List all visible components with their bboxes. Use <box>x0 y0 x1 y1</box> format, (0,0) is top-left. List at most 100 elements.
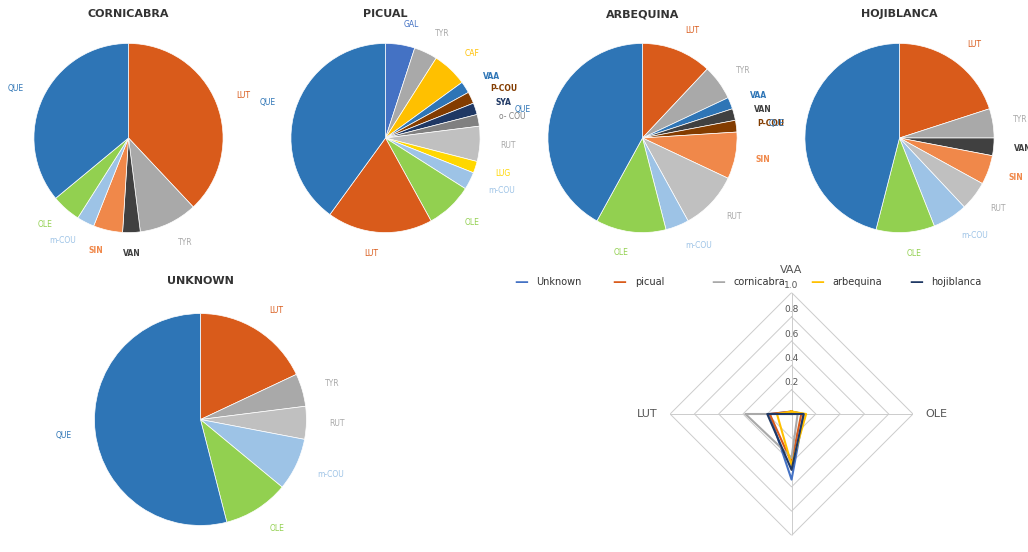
Text: —: — <box>711 274 725 289</box>
Text: QUE: QUE <box>260 98 276 107</box>
Text: VAN: VAN <box>755 105 772 114</box>
Wedge shape <box>642 44 707 138</box>
Text: P-COU: P-COU <box>757 119 784 128</box>
Text: m-COU: m-COU <box>318 470 344 479</box>
Wedge shape <box>876 138 934 232</box>
Text: SIN: SIN <box>1008 173 1023 182</box>
Text: Unknown: Unknown <box>537 277 582 286</box>
Text: TYR: TYR <box>1014 115 1028 124</box>
Wedge shape <box>642 109 735 138</box>
Wedge shape <box>94 138 128 232</box>
Wedge shape <box>900 138 992 184</box>
Text: OLE: OLE <box>613 248 628 257</box>
Wedge shape <box>200 406 306 439</box>
Text: picual: picual <box>635 277 665 286</box>
Wedge shape <box>95 314 227 526</box>
Text: VAN: VAN <box>1015 145 1028 153</box>
Wedge shape <box>642 132 737 178</box>
Text: SIN: SIN <box>756 155 771 164</box>
Wedge shape <box>128 138 193 232</box>
Text: cornicabra: cornicabra <box>734 277 785 286</box>
Wedge shape <box>128 44 223 207</box>
Text: OLE: OLE <box>269 524 285 533</box>
Wedge shape <box>900 44 989 138</box>
Text: TYR: TYR <box>736 66 750 75</box>
Text: RUT: RUT <box>501 141 516 150</box>
Wedge shape <box>386 138 477 173</box>
Text: VAA: VAA <box>749 91 767 100</box>
Text: LUT: LUT <box>235 91 250 100</box>
Text: LUT: LUT <box>967 40 982 49</box>
Text: OLE: OLE <box>465 217 479 227</box>
Wedge shape <box>642 138 688 230</box>
Wedge shape <box>386 103 477 138</box>
Wedge shape <box>200 374 305 420</box>
Text: OLE: OLE <box>907 248 922 258</box>
Wedge shape <box>386 114 479 138</box>
Wedge shape <box>122 138 141 232</box>
Wedge shape <box>78 138 128 226</box>
Text: TYR: TYR <box>325 379 339 388</box>
Text: m-COU: m-COU <box>488 186 515 195</box>
Wedge shape <box>642 98 732 138</box>
Text: VAA: VAA <box>483 72 500 81</box>
Wedge shape <box>386 138 474 189</box>
Text: —: — <box>810 274 823 289</box>
Title: CORNICABRA: CORNICABRA <box>87 9 170 19</box>
Wedge shape <box>200 420 282 522</box>
Text: m-COU: m-COU <box>685 241 711 250</box>
Wedge shape <box>900 109 994 138</box>
Wedge shape <box>56 138 128 218</box>
Wedge shape <box>900 138 994 156</box>
Text: QUE: QUE <box>515 105 530 114</box>
Text: RUT: RUT <box>727 213 742 221</box>
Text: 0.8: 0.8 <box>784 305 799 315</box>
Text: m-COU: m-COU <box>49 236 76 245</box>
Text: 0.2: 0.2 <box>784 378 799 388</box>
Wedge shape <box>386 82 469 138</box>
Wedge shape <box>291 44 386 215</box>
Text: SIN: SIN <box>88 246 104 255</box>
Text: OLE: OLE <box>37 220 52 229</box>
Title: ARBEQUINA: ARBEQUINA <box>605 9 680 19</box>
Wedge shape <box>642 69 728 138</box>
Text: 0.6: 0.6 <box>784 330 799 339</box>
Text: LUT: LUT <box>269 306 284 315</box>
Text: SYA: SYA <box>495 98 511 107</box>
Text: 1.0: 1.0 <box>784 281 799 290</box>
Text: m-COU: m-COU <box>961 231 988 240</box>
Text: LUG: LUG <box>495 169 511 178</box>
Text: 0.4: 0.4 <box>784 354 799 363</box>
Text: o- COU: o- COU <box>499 112 525 121</box>
Text: GAL: GAL <box>404 19 419 29</box>
Text: RUT: RUT <box>991 204 1006 213</box>
Text: LUT: LUT <box>364 248 378 258</box>
Wedge shape <box>386 138 466 221</box>
Text: hojiblanca: hojiblanca <box>931 277 982 286</box>
Title: HOJIBLANCA: HOJIBLANCA <box>861 9 938 19</box>
Text: P-COU: P-COU <box>490 84 517 93</box>
Text: arbequina: arbequina <box>833 277 882 286</box>
Text: CAF: CAF <box>465 49 479 59</box>
Wedge shape <box>386 48 436 138</box>
Text: VAN: VAN <box>123 249 141 258</box>
Text: QUE: QUE <box>769 119 785 128</box>
Text: —: — <box>514 274 527 289</box>
Title: PICUAL: PICUAL <box>363 9 408 19</box>
Wedge shape <box>330 138 431 232</box>
Wedge shape <box>386 126 480 162</box>
Wedge shape <box>386 58 462 138</box>
Text: —: — <box>613 274 626 289</box>
Text: —: — <box>909 274 922 289</box>
Text: QUE: QUE <box>8 84 24 93</box>
Wedge shape <box>642 138 728 221</box>
Wedge shape <box>900 138 983 207</box>
Wedge shape <box>597 138 666 232</box>
Wedge shape <box>642 120 737 138</box>
Title: UNKNOWN: UNKNOWN <box>167 276 234 286</box>
Wedge shape <box>900 138 964 226</box>
Wedge shape <box>386 92 474 138</box>
Wedge shape <box>200 420 304 487</box>
Text: TYR: TYR <box>178 238 192 247</box>
Wedge shape <box>34 44 128 198</box>
